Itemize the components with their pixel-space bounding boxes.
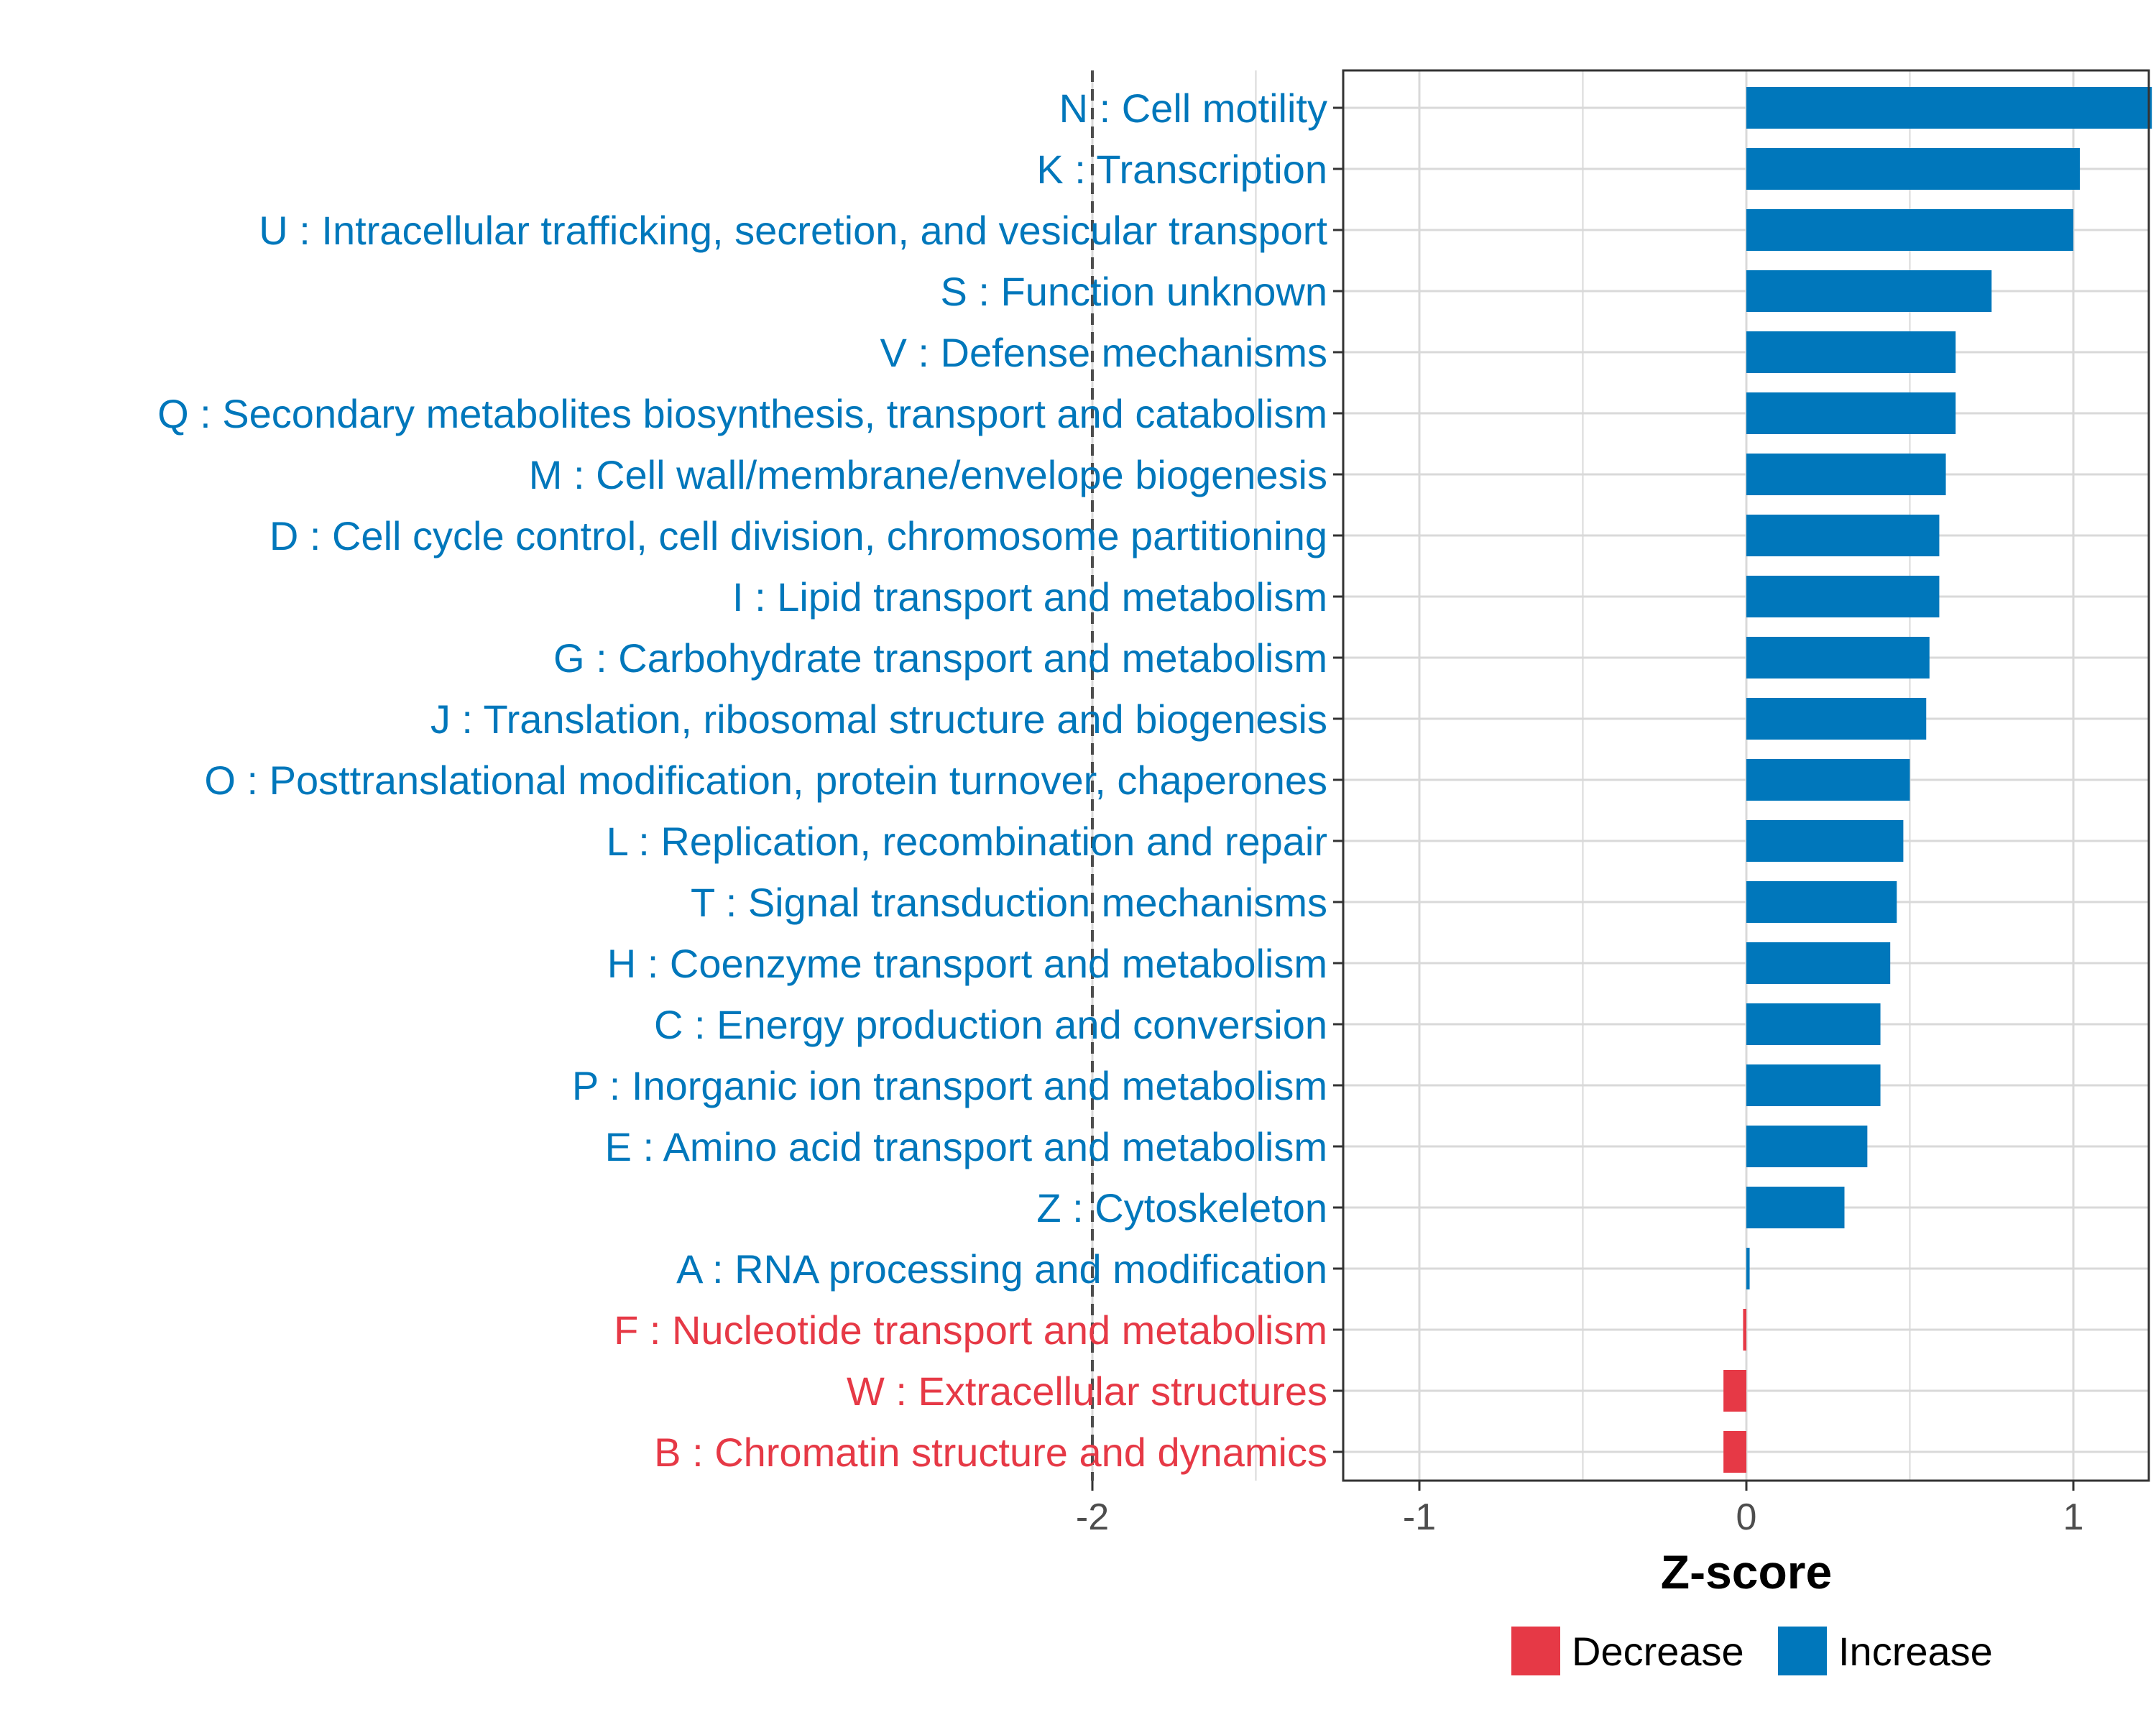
category-label: S : Function unknown bbox=[940, 269, 1327, 314]
bar bbox=[1746, 576, 1940, 617]
bar bbox=[1746, 820, 1904, 862]
bar bbox=[1743, 1309, 1746, 1351]
category-label: U : Intracellular trafficking, secretion… bbox=[259, 208, 1327, 253]
category-label: C : Energy production and conversion bbox=[654, 1002, 1327, 1047]
category-label: G : Carbohydrate transport and metabolis… bbox=[553, 635, 1327, 681]
category-label: L : Replication, recombination and repai… bbox=[607, 819, 1327, 864]
bar bbox=[1746, 1248, 1750, 1289]
category-label: N : Cell motility bbox=[1059, 86, 1327, 131]
bar bbox=[1746, 942, 1891, 984]
bar bbox=[1746, 209, 2073, 251]
reference-lines bbox=[1091, 70, 1094, 1481]
bar bbox=[1746, 1126, 1868, 1167]
category-label: M : Cell wall/membrane/envelope biogenes… bbox=[529, 452, 1327, 497]
x-axis-title: Z-score bbox=[1661, 1545, 1832, 1598]
category-label: W : Extracellular structures bbox=[847, 1368, 1327, 1414]
category-label: P : Inorganic ion transport and metaboli… bbox=[572, 1063, 1327, 1108]
category-label: T : Signal transduction mechanisms bbox=[691, 880, 1327, 925]
bar bbox=[1723, 1431, 1746, 1473]
category-label: H : Coenzyme transport and metabolism bbox=[607, 941, 1327, 986]
bar bbox=[1746, 331, 1956, 373]
bar bbox=[1746, 637, 1930, 678]
category-label: A : RNA processing and modification bbox=[676, 1246, 1327, 1292]
category-label: Z : Cytoskeleton bbox=[1036, 1185, 1327, 1230]
category-label: E : Amino acid transport and metabolism bbox=[605, 1124, 1327, 1169]
legend-label-decrease: Decrease bbox=[1572, 1629, 1744, 1674]
bar bbox=[1746, 1064, 1881, 1106]
category-label: V : Defense mechanisms bbox=[880, 330, 1327, 375]
category-label: I : Lipid transport and metabolism bbox=[732, 574, 1327, 620]
bar bbox=[1746, 148, 2081, 190]
category-label: Q : Secondary metabolites biosynthesis, … bbox=[157, 391, 1327, 436]
legend-key-increase bbox=[1778, 1627, 1827, 1675]
category-label: K : Transcription bbox=[1036, 147, 1327, 192]
x-axis-labels: -2-1012 bbox=[1076, 1496, 2084, 1538]
bar bbox=[1746, 1003, 1881, 1045]
y-axis-labels: N : Cell motility K : Transcription U : In… bbox=[157, 86, 1327, 1475]
bars bbox=[1723, 87, 2152, 1473]
bar bbox=[1746, 515, 1940, 556]
bar bbox=[1746, 454, 1946, 495]
category-label: J : Translation, ribosomal structure and… bbox=[430, 696, 1327, 742]
category-label: D : Cell cycle control, cell division, c… bbox=[270, 513, 1327, 558]
x-tick-label: -1 bbox=[1403, 1496, 1436, 1538]
bar bbox=[1746, 1187, 1845, 1228]
x-tick-label: 1 bbox=[2063, 1496, 2084, 1538]
bar bbox=[1746, 270, 1992, 312]
bar bbox=[1746, 881, 1897, 923]
legend: Decrease Increase bbox=[1511, 1627, 1993, 1675]
x-tick-label: -2 bbox=[1076, 1496, 1109, 1538]
legend-label-increase: Increase bbox=[1838, 1629, 1993, 1674]
y-axis-ticks bbox=[1333, 106, 1343, 1453]
bar bbox=[1746, 698, 1927, 740]
category-label: F : Nucleotide transport and metabolism bbox=[614, 1307, 1327, 1353]
bar bbox=[1746, 392, 1956, 434]
legend-key-decrease bbox=[1511, 1627, 1560, 1675]
bar bbox=[1746, 87, 2152, 129]
x-axis-ticks bbox=[1091, 1481, 2075, 1491]
category-label: B : Chromatin structure and dynamics bbox=[654, 1430, 1327, 1475]
x-tick-label: 0 bbox=[1736, 1496, 1757, 1538]
category-label: O : Posttranslational modification, prot… bbox=[204, 758, 1327, 803]
bar bbox=[1723, 1370, 1746, 1412]
bar bbox=[1746, 759, 1910, 801]
